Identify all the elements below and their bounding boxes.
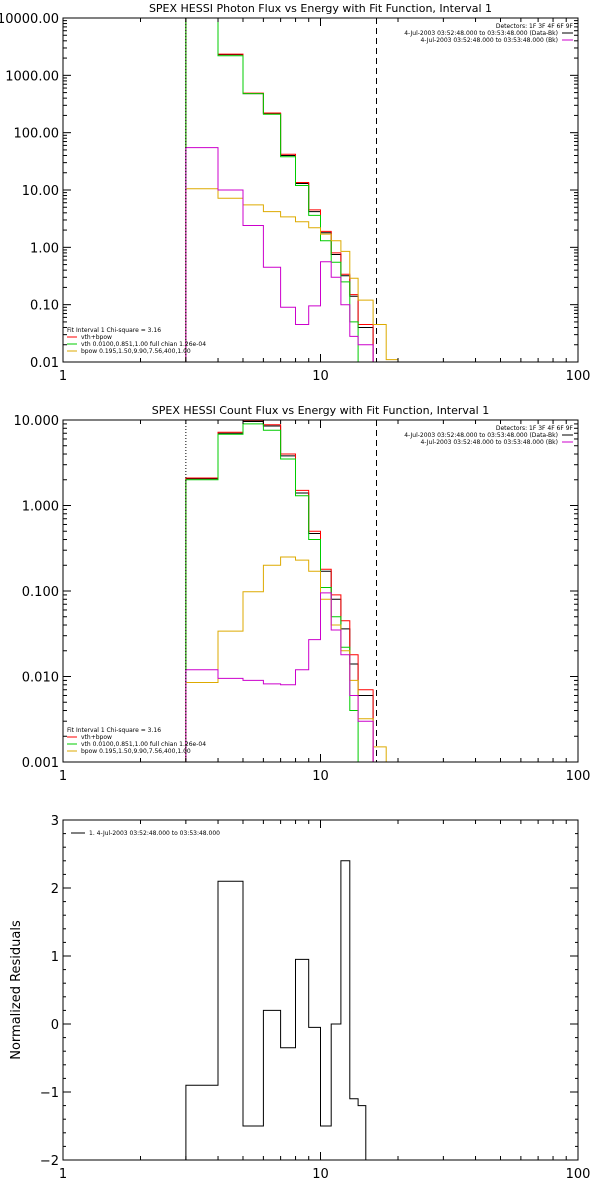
y-tick-label: 10000.00 bbox=[0, 12, 59, 27]
y-tick-label: 0 bbox=[51, 1018, 59, 1033]
y-tick-label: 100.00 bbox=[14, 127, 60, 142]
series-3-line bbox=[185, 17, 374, 363]
y-tick-label: 1 bbox=[51, 950, 59, 965]
y-tick-label: 0.100 bbox=[22, 585, 59, 600]
y-tick-label: −1 bbox=[40, 1086, 59, 1101]
y-tick-label: 1.00 bbox=[30, 241, 59, 256]
x-tick-label: 10 bbox=[312, 1167, 329, 1182]
legend-right-text: 4-Jul-2003 03:52:48.000 to 03:53:48.000 … bbox=[420, 37, 558, 44]
legend-right-text: 4-Jul-2003 03:52:48.000 to 03:53:48.000 … bbox=[420, 439, 558, 446]
x-tick-label: 1 bbox=[59, 1167, 67, 1182]
legend-left-text: Fit Interval 1 Chi-square = 3.16 bbox=[67, 727, 161, 734]
y-tick-label: 2 bbox=[51, 882, 59, 897]
y-tick-label: 1.000 bbox=[22, 500, 59, 515]
x-tick-label: 1 bbox=[59, 369, 67, 384]
legend-left-text: vth+bpow bbox=[81, 734, 112, 741]
series-3-line bbox=[185, 423, 374, 763]
legend-left-text: Fit Interval 1 Chi-square = 3.16 bbox=[67, 327, 161, 334]
y-tick-label: 3 bbox=[51, 814, 59, 829]
series-5-line bbox=[185, 147, 387, 363]
x-tick-label: 1 bbox=[59, 769, 67, 784]
chart-panel-3: 1 10 100 −2 −1 0 1 2 3 Normalized Residuals 1. 4-J… bbox=[9, 814, 590, 1182]
y-tick-label: 0.001 bbox=[22, 756, 59, 771]
y-tick-label: 0.01 bbox=[30, 356, 59, 371]
x-tick-label: 10 bbox=[312, 769, 329, 784]
series-1-line bbox=[185, 860, 377, 1161]
y-tick-label: 10.00 bbox=[22, 184, 59, 199]
y-axis-label: Normalized Residuals bbox=[9, 920, 24, 1060]
detectors-label: Detectors: 1F 3F 4F 6F 9F bbox=[496, 425, 574, 432]
legend-left-text: vth 0.0100,0.851,1.00 full chian 1.26e-0… bbox=[81, 341, 206, 348]
chart-panels: SPEX HESSI Photon Flux vs Energy with Fi… bbox=[0, 2, 590, 1182]
legend-right-text: 4-Jul-2003 03:52:48.000 to 03:53:48.000 … bbox=[404, 432, 558, 439]
legend-left-text: vth 0.0100,0.851,1.00 full chian 1.26e-0… bbox=[81, 741, 206, 748]
y-tick-label: 0.10 bbox=[30, 299, 59, 314]
y-tick-label: 0.010 bbox=[22, 671, 59, 686]
series-5-line bbox=[185, 592, 374, 762]
legend-left-text: bpow 0.195,1.50,9.90,7.56,400,1.00 bbox=[81, 748, 191, 755]
chart-panel-2: SPEX HESSI Count Flux vs Energy with Fit… bbox=[14, 404, 591, 784]
y-tick-label: 1000.00 bbox=[5, 69, 59, 84]
legend-right-text: 4-Jul-2003 03:52:48.000 to 03:53:48.000 … bbox=[404, 30, 558, 37]
y-tick-label: 10.000 bbox=[14, 414, 60, 429]
chart-title: SPEX HESSI Photon Flux vs Energy with Fi… bbox=[149, 2, 492, 15]
x-tick-label: 10 bbox=[312, 369, 329, 384]
x-tick-label: 100 bbox=[566, 1167, 591, 1182]
detectors-label: Detectors: 1F 3F 4F 6F 9F bbox=[496, 23, 574, 30]
legend-left-text: vth+bpow bbox=[81, 334, 112, 341]
y-tick-label: −2 bbox=[40, 1154, 59, 1169]
x-tick-label: 100 bbox=[566, 769, 591, 784]
legend-left-text: bpow 0.195,1.50,9.90,7.56,400,1.00 bbox=[81, 348, 191, 355]
chart-title: SPEX HESSI Count Flux vs Energy with Fit… bbox=[152, 404, 489, 417]
chart-panel-1: SPEX HESSI Photon Flux vs Energy with Fi… bbox=[0, 2, 590, 384]
legend-left-text: 1. 4-Jul-2003 03:52:48.000 to 03:53:48.0… bbox=[89, 830, 220, 837]
series-4-line bbox=[185, 556, 398, 763]
x-tick-label: 100 bbox=[566, 369, 591, 384]
